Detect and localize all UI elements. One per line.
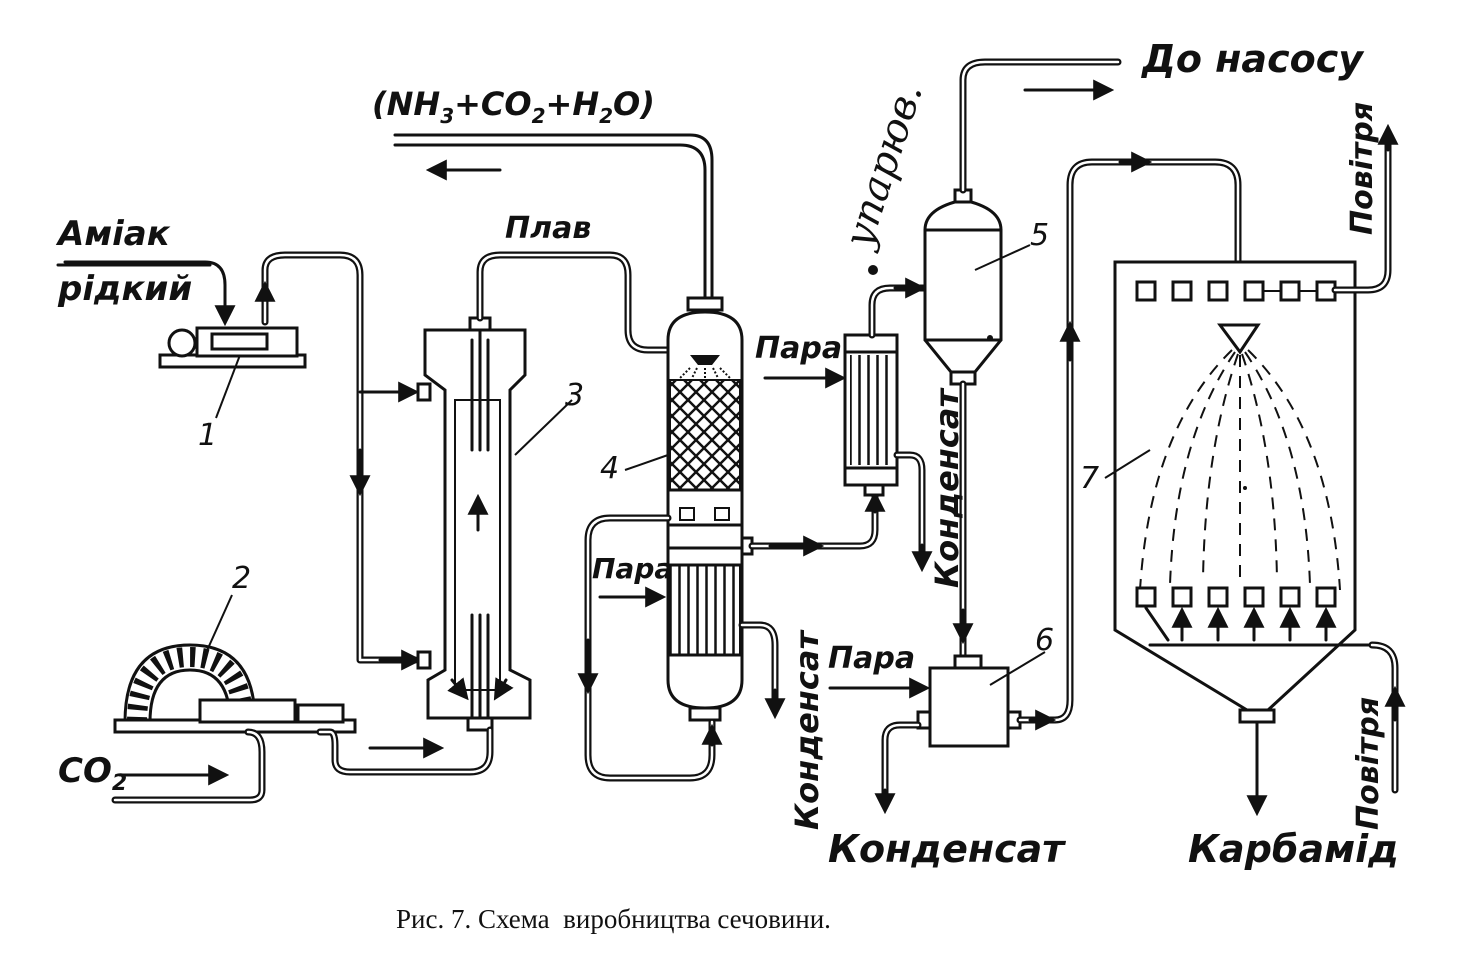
- offgas-pipe: [393, 143, 707, 300]
- label-air-inlet: Повітря: [1351, 697, 1386, 830]
- label-gas-mixture: (NH3+CO2+H2O): [372, 85, 655, 128]
- ammonia-pump: [158, 326, 307, 369]
- distillation-column: [666, 296, 754, 722]
- separator: [923, 188, 1003, 386]
- co2-pipe-a: [111, 728, 266, 804]
- co2-compressor: [113, 643, 357, 734]
- heater: [843, 333, 899, 497]
- synthesis-column: [423, 316, 532, 732]
- prilling-tower: [1113, 260, 1374, 724]
- label-ammonia: Аміак: [55, 214, 171, 254]
- figure-caption: Рис. 7. Схема виробництва сечовини.: [396, 904, 831, 934]
- label-condensate-column: Конденсат: [788, 629, 826, 830]
- heater-condensate-pipe: [893, 451, 926, 559]
- number-7: 7: [1080, 461, 1099, 496]
- ammonia-inlet-line: [63, 260, 236, 327]
- co2-pipe-b: [316, 726, 494, 776]
- column-condensate-pipe: [738, 621, 779, 704]
- number-1: 1: [198, 418, 217, 453]
- evaporator: [916, 654, 1022, 748]
- label-steam-evaporator: Пара: [828, 641, 915, 676]
- label-melt: Плав: [505, 211, 591, 246]
- number-4: 4: [600, 451, 619, 486]
- vacuum-pipe: [959, 58, 1122, 194]
- evaporator-condensate-pipe: [881, 721, 922, 802]
- label-condensate-bottom: Конденсат: [828, 827, 1066, 871]
- label-to-pump: До насосу: [1141, 37, 1365, 81]
- label-liquid: рідкий: [57, 269, 192, 309]
- label-steam-heater: Пара: [755, 331, 842, 366]
- number-3: 3: [565, 378, 584, 413]
- number-6: 6: [1035, 623, 1054, 658]
- number-2: 2: [232, 561, 251, 596]
- label-condensate-separator: Конденсат: [928, 387, 966, 588]
- label-carbamide: Карбамід: [1188, 827, 1399, 871]
- label-co2: CO2: [58, 751, 127, 796]
- label-air-outlet: Повітря: [1345, 102, 1380, 235]
- number-5: 5: [1030, 218, 1049, 253]
- ammonia-feed-pipe: [261, 251, 419, 664]
- vapour-pipe: [748, 488, 879, 550]
- label-steam-column: Пара: [592, 552, 673, 585]
